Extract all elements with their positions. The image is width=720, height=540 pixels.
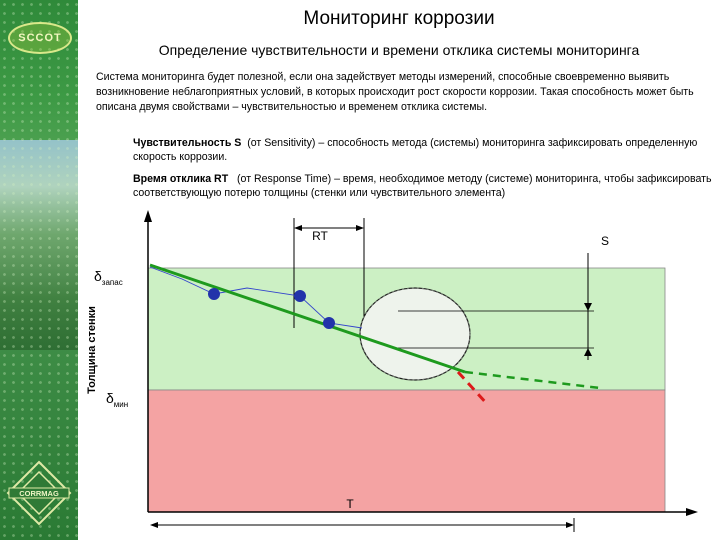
text-sensitivity: (от Sensitivity) – способность метода (с… bbox=[133, 137, 698, 163]
page-title: Мониторинг коррозии bbox=[303, 8, 495, 29]
detection-circle bbox=[359, 287, 471, 381]
s-label: S bbox=[601, 234, 609, 248]
definition-response-time: Время отклика RT (от Response Time) – вр… bbox=[133, 172, 713, 200]
dot-pattern bbox=[0, 0, 78, 540]
s-arrow-up bbox=[584, 348, 592, 356]
trend-line bbox=[149, 263, 466, 374]
text-response-time: (от Response Time) – время, необходимое … bbox=[133, 173, 712, 199]
measurement-point bbox=[208, 288, 220, 300]
s-arrow-down bbox=[584, 303, 592, 311]
detection-circle-hatch bbox=[359, 287, 471, 381]
definition-sensitivity: Чувствительность S (от Sensitivity) – сп… bbox=[133, 136, 713, 164]
y-axis-arrow bbox=[144, 210, 152, 222]
delta-bottom-label: δмин bbox=[106, 390, 128, 409]
term-response-time: Время отклика RT bbox=[133, 173, 229, 185]
intro-paragraph: Система мониторинга будет полезной, если… bbox=[96, 71, 694, 113]
x-axis-arrow bbox=[686, 508, 698, 516]
page-subtitle: Определение чувствительности и времени о… bbox=[158, 42, 640, 58]
rt-label: RT bbox=[312, 229, 328, 243]
t-arrow-right bbox=[566, 522, 574, 528]
term-sensitivity: Чувствительность S bbox=[133, 137, 242, 149]
t-label: T bbox=[346, 497, 354, 511]
trend-line-extension bbox=[464, 370, 601, 390]
company-logo-top: SCCOT bbox=[8, 22, 72, 54]
rt-arrow-left bbox=[294, 225, 302, 231]
danger-zone bbox=[147, 389, 666, 513]
rt-arrow-right bbox=[356, 225, 364, 231]
measurement-point bbox=[294, 290, 306, 302]
measurement-point bbox=[323, 317, 335, 329]
delta-top-label: δзапас bbox=[94, 268, 123, 287]
company-logo-bottom: CORRMAG bbox=[6, 460, 72, 526]
t-arrow-left bbox=[150, 522, 158, 528]
forest-photo bbox=[0, 140, 78, 350]
trend-danger-line bbox=[456, 370, 490, 407]
y-axis-label: Толщина стенки bbox=[86, 306, 98, 394]
sidebar-decoration: SCCOT CORRMAG bbox=[0, 0, 78, 540]
logo-bottom-text: CORRMAG bbox=[19, 489, 59, 498]
